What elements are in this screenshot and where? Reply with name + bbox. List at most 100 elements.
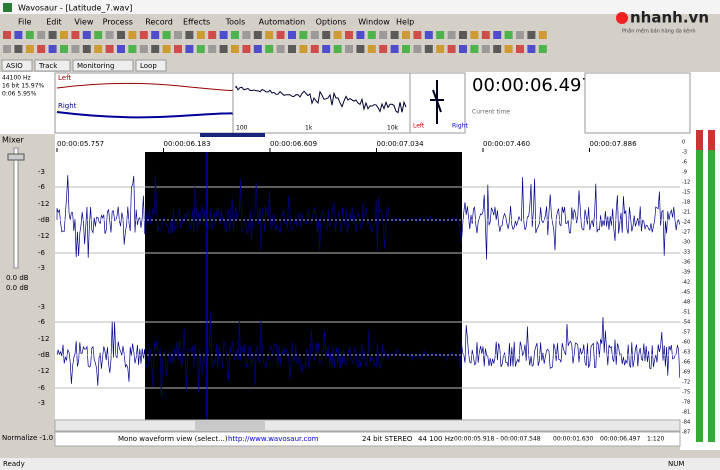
tool-button[interactable]: [504, 45, 513, 53]
tool-button[interactable]: [447, 45, 456, 53]
menu-item[interactable]: Effects: [183, 18, 210, 27]
tool-button[interactable]: [470, 31, 479, 39]
tool-button[interactable]: [82, 31, 91, 39]
tool-button[interactable]: [436, 45, 445, 53]
tool-button[interactable]: [139, 31, 148, 39]
tool-button[interactable]: [470, 45, 479, 53]
tool-button[interactable]: [379, 31, 388, 39]
tool-button[interactable]: [14, 31, 23, 39]
tab[interactable]: [135, 59, 167, 72]
tool-button[interactable]: [117, 45, 125, 53]
tool-button[interactable]: [310, 31, 319, 39]
tool-button[interactable]: [322, 31, 331, 39]
tool-button[interactable]: [231, 45, 239, 53]
tool-button[interactable]: [82, 45, 91, 53]
tool-button[interactable]: [333, 31, 342, 39]
tool-button[interactable]: [299, 31, 308, 39]
tool-button[interactable]: [185, 31, 194, 39]
tool-button[interactable]: [356, 45, 365, 53]
tool-button[interactable]: [71, 31, 80, 39]
tool-button[interactable]: [367, 45, 376, 53]
tool-button[interactable]: [413, 45, 422, 53]
tool-button[interactable]: [424, 31, 433, 39]
tab[interactable]: [1, 59, 33, 72]
tool-button[interactable]: [60, 31, 68, 39]
tool-button[interactable]: [447, 31, 456, 39]
tool-button[interactable]: [413, 31, 422, 39]
mixer-thumb[interactable]: [7, 153, 25, 161]
menu-item[interactable]: File: [18, 18, 31, 27]
tool-button[interactable]: [48, 45, 57, 53]
tool-button[interactable]: [288, 45, 296, 53]
tool-button[interactable]: [436, 31, 445, 39]
tool-button[interactable]: [516, 45, 524, 53]
tool-button[interactable]: [276, 31, 285, 39]
scroll-thumb[interactable]: [195, 421, 265, 430]
tab-label[interactable]: ASIO: [6, 62, 23, 70]
tool-button[interactable]: [231, 31, 239, 39]
tool-button[interactable]: [538, 45, 547, 53]
menu-item[interactable]: Process: [103, 18, 133, 27]
tool-button[interactable]: [25, 31, 34, 39]
menu-item[interactable]: Record: [145, 18, 173, 27]
scrollbar[interactable]: [54, 419, 681, 432]
tool-button[interactable]: [196, 45, 205, 53]
tool-button[interactable]: [151, 31, 160, 39]
tool-button[interactable]: [162, 45, 171, 53]
status-url[interactable]: http://www.wavosaur.com: [228, 435, 319, 443]
tool-button[interactable]: [527, 45, 536, 53]
tool-button[interactable]: [345, 31, 353, 39]
tool-button[interactable]: [459, 31, 467, 39]
tool-button[interactable]: [493, 31, 502, 39]
tool-button[interactable]: [265, 31, 274, 39]
tool-button[interactable]: [242, 31, 251, 39]
menu-item[interactable]: Edit: [46, 18, 62, 27]
tool-button[interactable]: [105, 45, 114, 53]
tool-button[interactable]: [71, 45, 80, 53]
tool-button[interactable]: [242, 45, 251, 53]
tool-button[interactable]: [208, 31, 217, 39]
tool-button[interactable]: [60, 45, 68, 53]
tool-button[interactable]: [105, 31, 114, 39]
menu-item[interactable]: Options: [316, 18, 347, 27]
tool-button[interactable]: [379, 45, 388, 53]
tool-button[interactable]: [367, 31, 376, 39]
tool-button[interactable]: [390, 31, 399, 39]
tool-button[interactable]: [390, 45, 399, 53]
tool-button[interactable]: [94, 45, 103, 53]
tool-button[interactable]: [219, 31, 228, 39]
tool-button[interactable]: [151, 45, 160, 53]
tool-button[interactable]: [322, 45, 331, 53]
tool-button[interactable]: [185, 45, 194, 53]
tool-button[interactable]: [481, 45, 490, 53]
menu-item[interactable]: Automation: [259, 18, 306, 27]
tool-button[interactable]: [538, 31, 547, 39]
tool-button[interactable]: [527, 31, 536, 39]
tool-button[interactable]: [219, 45, 228, 53]
tool-button[interactable]: [253, 31, 262, 39]
menu-item[interactable]: Window: [358, 18, 390, 27]
tool-button[interactable]: [94, 31, 103, 39]
tool-button[interactable]: [310, 45, 319, 53]
tool-button[interactable]: [276, 45, 285, 53]
tool-button[interactable]: [37, 31, 46, 39]
menu-item[interactable]: View: [74, 18, 93, 27]
tool-button[interactable]: [424, 45, 433, 53]
mixer-slider[interactable]: [13, 147, 19, 269]
tool-button[interactable]: [208, 45, 217, 53]
tool-button[interactable]: [128, 45, 137, 53]
tool-button[interactable]: [25, 45, 34, 53]
tool-button[interactable]: [3, 31, 11, 39]
tool-button[interactable]: [481, 31, 490, 39]
tab[interactable]: [72, 59, 134, 72]
tool-button[interactable]: [493, 45, 502, 53]
menu-item[interactable]: Tools: [225, 18, 246, 27]
tool-button[interactable]: [402, 31, 410, 39]
tool-button[interactable]: [162, 31, 171, 39]
tool-button[interactable]: [174, 45, 182, 53]
tool-button[interactable]: [345, 45, 353, 53]
tool-button[interactable]: [37, 45, 46, 53]
tool-button[interactable]: [459, 45, 467, 53]
tool-button[interactable]: [288, 31, 296, 39]
tool-button[interactable]: [265, 45, 274, 53]
